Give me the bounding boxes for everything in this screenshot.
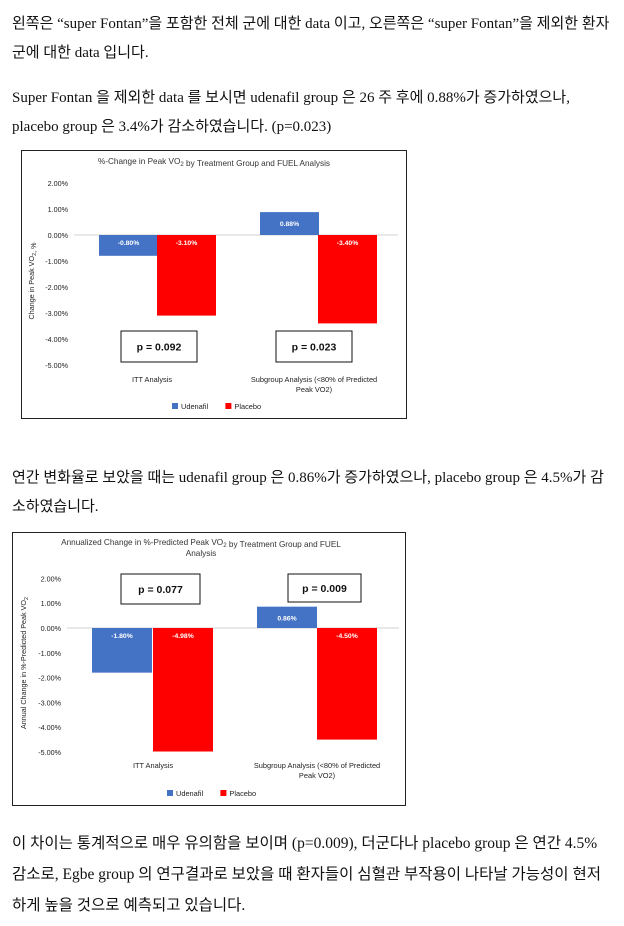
data-label: -3.40% xyxy=(337,240,359,247)
category-label: Peak VO2) xyxy=(299,771,335,780)
data-label: 0.86% xyxy=(277,616,296,623)
category-label: Peak VO2) xyxy=(296,385,332,394)
bar-udenafil-1 xyxy=(260,212,319,235)
category-label: ITT Analysis xyxy=(132,375,172,384)
legend-swatch-udenafil xyxy=(172,403,178,409)
y-axis-label: Annual Change in %-Predicted Peak VO2 xyxy=(19,597,30,729)
bar-udenafil-1 xyxy=(257,606,317,628)
y-tick-label: -3.00% xyxy=(45,309,68,318)
bar-placebo-1 xyxy=(318,235,377,324)
p-value-text: p = 0.092 xyxy=(137,342,182,354)
chart-canvas: %-Change in Peak VO2 by Treatment Group … xyxy=(27,157,398,411)
y-tick-label: -4.00% xyxy=(45,335,68,344)
y-tick-label: 1.00% xyxy=(48,205,69,214)
p-value-text: p = 0.009 xyxy=(302,583,347,595)
legend-swatch-udenafil xyxy=(167,790,173,796)
legend-swatch-placebo xyxy=(220,790,227,796)
y-axis-label: Change in Peak VO2, % xyxy=(27,242,38,320)
p-value-text: p = 0.077 xyxy=(138,584,183,596)
category-label: Subgroup Analysis (<80% of Predicted xyxy=(254,761,380,770)
y-tick-label: 2.00% xyxy=(41,574,62,583)
data-label: -0.80% xyxy=(118,240,140,247)
bar-udenafil-0 xyxy=(92,628,152,673)
chart-title: Analysis xyxy=(186,549,217,558)
data-label: -1.80% xyxy=(111,633,133,640)
p-value-box xyxy=(120,330,198,363)
y-tick-label: -1.00% xyxy=(38,649,61,658)
bar-placebo-1 xyxy=(317,628,377,740)
y-tick-label: -2.00% xyxy=(38,674,61,683)
y-tick-label: 0.00% xyxy=(41,624,62,633)
data-label: -4.50% xyxy=(336,633,358,640)
legend-label: Udenafil xyxy=(176,789,203,798)
y-tick-label: 1.00% xyxy=(41,599,62,608)
category-label: Subgroup Analysis (<80% of Predicted xyxy=(251,375,377,384)
bar-placebo-0 xyxy=(153,628,213,752)
p-value-box xyxy=(275,330,353,363)
y-tick-label: -4.00% xyxy=(38,723,61,732)
chart-title: %-Change in Peak VO2 by Treatment Group … xyxy=(98,157,330,168)
legend-label: Udenafil xyxy=(181,402,208,411)
legend-swatch-placebo xyxy=(225,403,232,409)
peak-vo2-change-chart: %-Change in Peak VO2 by Treatment Group … xyxy=(21,150,407,419)
category-label: ITT Analysis xyxy=(133,761,173,770)
chart-title: Annualized Change in %-Predicted Peak VO… xyxy=(61,538,341,549)
y-tick-label: -1.00% xyxy=(45,257,68,266)
data-label: -3.10% xyxy=(176,240,198,247)
intro-paragraph: 왼쪽은 “super Fontan”을 포함한 전체 군에 대한 data 이고… xyxy=(12,16,610,61)
y-tick-label: 2.00% xyxy=(48,179,69,188)
data-label: -4.98% xyxy=(172,633,194,640)
annualized-result-paragraph: 연간 변화율로 보았을 때는 udenafil group 은 0.86%가 증… xyxy=(12,470,604,515)
subgroup-result-paragraph: Super Fontan 을 제외한 data 를 보시면 udenafil g… xyxy=(12,90,570,135)
y-tick-label: -5.00% xyxy=(38,748,61,757)
bar-udenafil-0 xyxy=(99,235,158,256)
y-tick-label: -2.00% xyxy=(45,283,68,292)
y-tick-label: 0.00% xyxy=(48,231,69,240)
chart-canvas: Annualized Change in %-Predicted Peak VO… xyxy=(19,538,399,798)
annualized-vo2-change-chart: Annualized Change in %-Predicted Peak VO… xyxy=(12,532,406,806)
p-value-box xyxy=(287,573,362,603)
legend-label: Placebo xyxy=(229,789,256,798)
legend-label: Placebo xyxy=(234,402,261,411)
data-label: 0.88% xyxy=(280,221,299,228)
p-value-box xyxy=(120,573,201,605)
bar-placebo-0 xyxy=(157,235,216,316)
conclusion-paragraph: 이 차이는 통계적으로 매우 유의함을 보이며 (p=0.009), 더군다나 … xyxy=(12,835,601,914)
y-tick-label: -3.00% xyxy=(38,698,61,707)
y-tick-label: -5.00% xyxy=(45,361,68,370)
p-value-text: p = 0.023 xyxy=(292,342,337,354)
